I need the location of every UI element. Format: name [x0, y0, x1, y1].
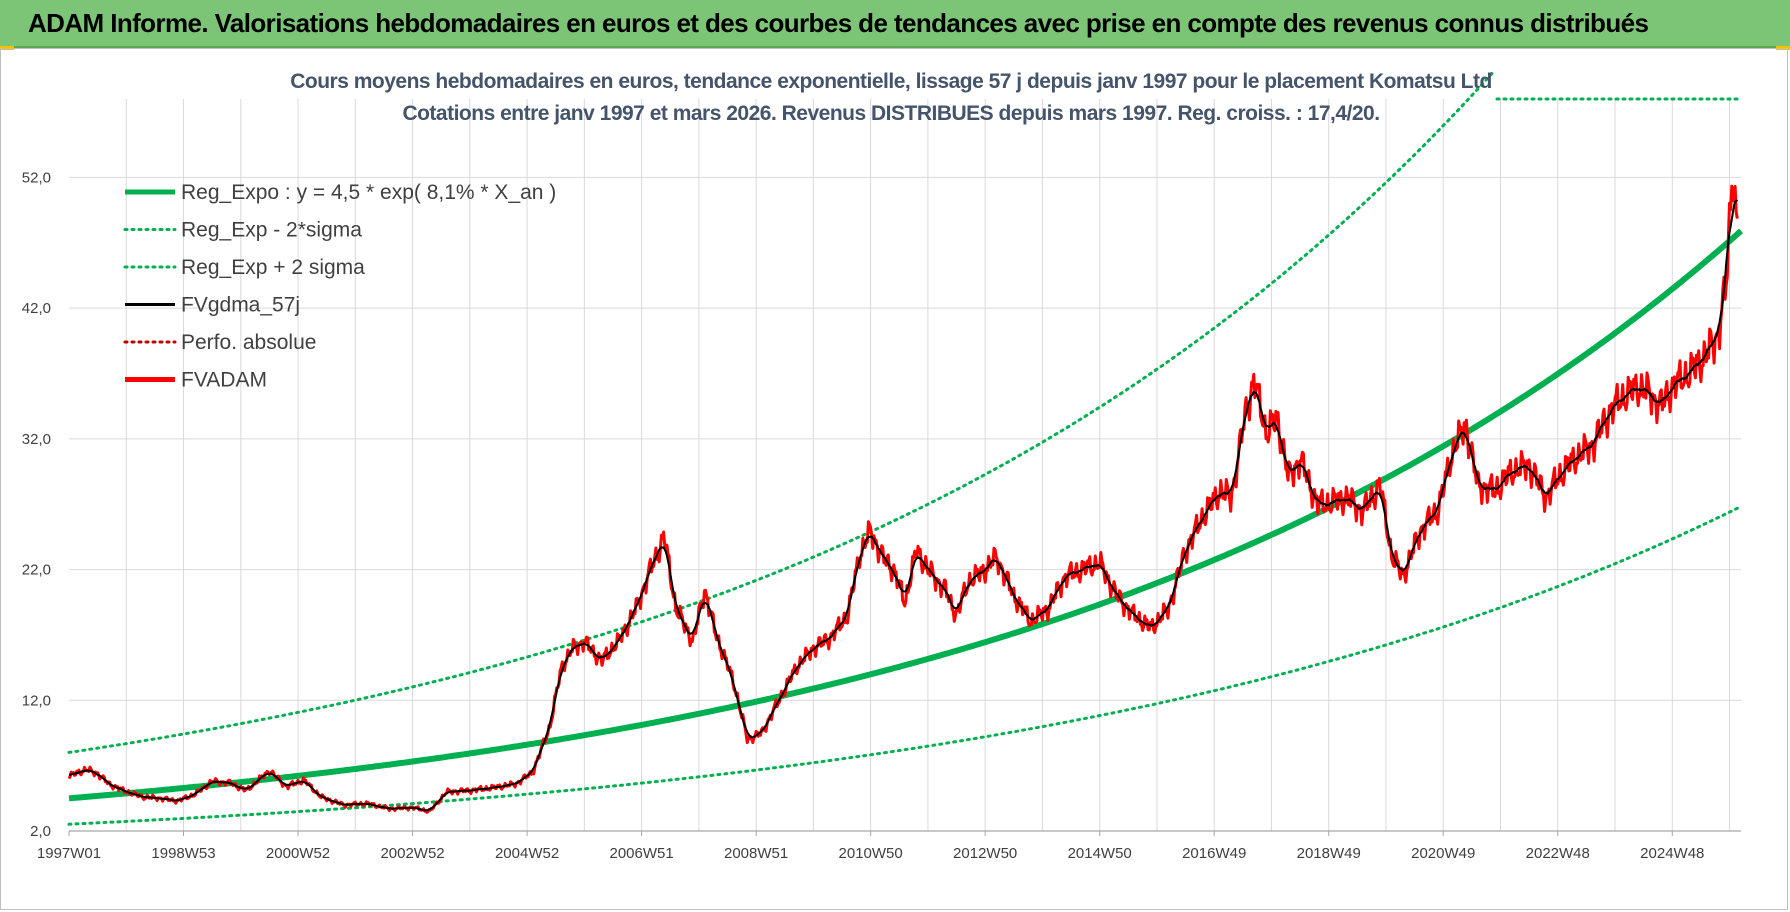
x-tick-label: 1998W53: [151, 845, 215, 862]
y-tick-label: 2,0: [30, 823, 51, 840]
legend-item: Reg_Exp + 2 sigma: [123, 256, 365, 279]
series-reg-exp-plus-2sigma: [67, 72, 1494, 754]
x-tick-label: 2012W50: [953, 845, 1017, 862]
legend-label: Perfo. absolue: [181, 331, 316, 354]
y-tick-label: 22,0: [22, 562, 51, 579]
y-tick-label: 52,0: [22, 169, 51, 186]
x-tick-label: 2006W51: [609, 845, 673, 862]
x-tick-label: 2022W48: [1526, 845, 1590, 862]
legend-item: Reg_Exp - 2*sigma: [123, 219, 362, 242]
series-fvadam: [67, 184, 1739, 814]
legend-label: FVADAM: [181, 369, 267, 392]
header-bar: ADAM Informe. Valorisations hebdomadaire…: [0, 0, 1790, 48]
legend-item: FVgdma_57j: [125, 294, 300, 317]
line-chart: Cours moyens hebdomadaires en euros, ten…: [22, 70, 1744, 862]
series-reg-expo: [68, 228, 1744, 802]
series-fvgdma-57j: [69, 199, 1739, 812]
x-tick-label: 2000W52: [266, 845, 330, 862]
chart-title-line-1: Cours moyens hebdomadaires en euros, ten…: [290, 70, 1492, 93]
x-tick-label: 2002W52: [380, 845, 444, 862]
series-layer: [67, 72, 1744, 826]
x-tick-label: 2018W49: [1297, 845, 1361, 862]
report-title: ADAM Informe. Valorisations hebdomadaire…: [28, 8, 1649, 38]
x-tick-label: 1997W01: [37, 845, 101, 862]
legend: Reg_Expo : y = 4,5 * exp( 8,1% * X_an ) R…: [123, 181, 556, 392]
legend-item: Reg_Expo : y = 4,5 * exp( 8,1% * X_an ): [125, 181, 556, 204]
legend-label: FVgdma_57j: [181, 294, 300, 317]
axis-layer: 2,0 12,0 22,0 32,0 42,0 52,0 1997W01 1998W53 200…: [22, 169, 1741, 862]
x-tick-label: 2024W48: [1640, 845, 1704, 862]
y-tick-label: 12,0: [22, 692, 51, 709]
chart-frame: Cours moyens hebdomadaires en euros, ten…: [0, 48, 1788, 910]
x-tick-label: 2008W51: [724, 845, 788, 862]
legend-label: Reg_Exp - 2*sigma: [181, 219, 362, 242]
x-tick-label: 2016W49: [1182, 845, 1246, 862]
x-tick-label: 2010W50: [839, 845, 903, 862]
series-reg-exp-minus-2sigma: [67, 505, 1743, 826]
legend-label: Reg_Exp + 2 sigma: [181, 256, 365, 279]
x-tick-label: 2014W50: [1068, 845, 1132, 862]
grid-layer: [69, 99, 1741, 832]
y-tick-label: 42,0: [22, 300, 51, 317]
x-tick-label: 2020W49: [1411, 845, 1475, 862]
y-tick-label: 32,0: [22, 431, 51, 448]
legend-item: FVADAM: [125, 369, 267, 392]
legend-label: Reg_Expo : y = 4,5 * exp( 8,1% * X_an ): [181, 181, 556, 204]
chart-title-line-2: Cotations entre janv 1997 et mars 2026. …: [402, 102, 1379, 125]
legend-item: Perfo. absolue: [123, 331, 316, 354]
x-tick-label: 2004W52: [495, 845, 559, 862]
